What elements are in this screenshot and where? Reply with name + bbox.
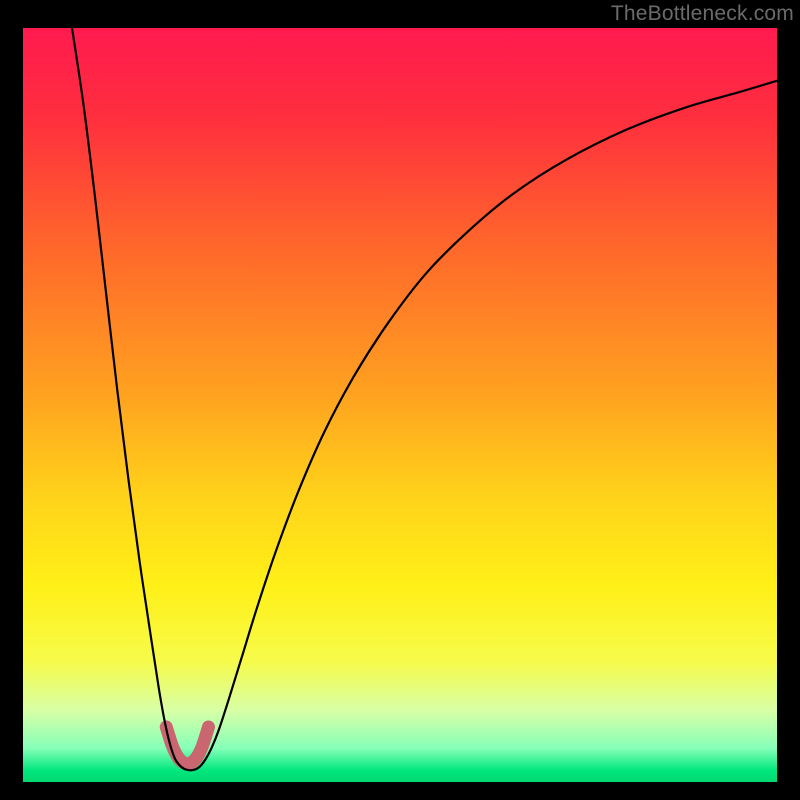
curve-overlay [23,28,777,782]
bottleneck-curve [72,28,777,770]
highlight-minimum-segment [166,727,208,764]
watermark-label: TheBottleneck.com [611,2,794,26]
chart-container: TheBottleneck.com [0,0,800,800]
plot-area [23,28,777,782]
